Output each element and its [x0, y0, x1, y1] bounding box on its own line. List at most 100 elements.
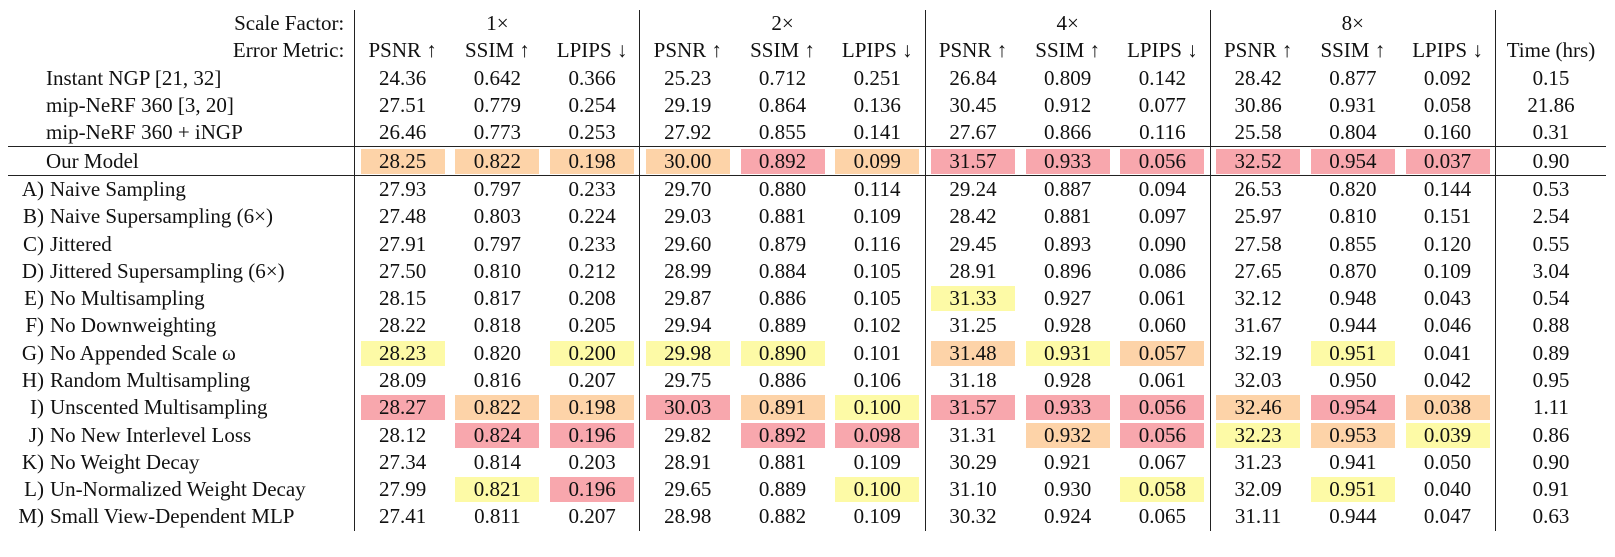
value: 26.84 — [949, 65, 997, 90]
value: 28.91 — [949, 258, 997, 283]
time-cell: 21.86 — [1494, 91, 1606, 120]
value: 0.144 — [1423, 176, 1472, 201]
metric-cell: 0.954 — [1305, 146, 1401, 176]
table-row: E) No Multisampling 28.15 0.817 0.208 29.87 0.… — [8, 284, 1606, 313]
metric-cell: 0.043 — [1400, 285, 1495, 312]
metric-cell: 0.893 — [1020, 230, 1115, 257]
value: 0.086 — [1138, 258, 1187, 283]
value: 0.212 — [568, 258, 616, 283]
metric-cell: 30.45 — [924, 91, 1021, 120]
value: 0.109 — [853, 504, 901, 529]
value: 0.077 — [1138, 93, 1187, 118]
value: 29.70 — [664, 176, 712, 201]
value: 32.09 — [1234, 477, 1282, 502]
metric-cell: 0.822 — [450, 394, 545, 421]
highlighted-value: 0.931 — [1025, 340, 1110, 366]
metric-cell: 0.820 — [450, 340, 545, 367]
highlighted-value: 32.23 — [1216, 422, 1301, 448]
time-cell: 0.63 — [1494, 503, 1606, 531]
value: 27.99 — [379, 477, 427, 502]
value: 31.10 — [949, 477, 997, 502]
highlighted-value: 0.933 — [1025, 395, 1110, 421]
highlighted-value: 0.824 — [455, 422, 540, 448]
value: 0.924 — [1044, 504, 1092, 529]
metric-cell: 0.866 — [1020, 119, 1115, 147]
value: 0.797 — [473, 176, 521, 201]
metric-cell: 27.58 — [1209, 230, 1306, 258]
value: 0.864 — [758, 93, 807, 118]
metric-cell: 0.881 — [735, 203, 830, 230]
value: 0.251 — [853, 65, 901, 90]
metric-cell: 0.254 — [545, 92, 640, 119]
metric-cell: 0.810 — [1305, 203, 1400, 230]
metric-cell: 0.886 — [735, 367, 830, 394]
row-name: No Multisampling — [50, 286, 205, 311]
metric-cell: 0.105 — [830, 258, 925, 285]
highlighted-value: 0.951 — [1310, 477, 1395, 503]
highlighted-value: 32.46 — [1216, 395, 1301, 421]
value: 0.804 — [1329, 120, 1377, 145]
metric-cell: 0.196 — [545, 476, 640, 503]
table-row: A) Naive Sampling 27.93 0.797 0.233 29.70 0.88… — [8, 175, 1606, 204]
row-label: Our Model — [8, 146, 355, 176]
metric-cell: 0.931 — [1305, 92, 1400, 119]
row-id: G) — [21, 340, 44, 365]
value: 0.928 — [1044, 313, 1092, 338]
highlighted-value: 0.822 — [455, 395, 540, 421]
metric-cell: 0.821 — [450, 476, 545, 503]
row-name: Unscented Multisampling — [50, 395, 268, 420]
value: 0.207 — [568, 504, 616, 529]
metric-cell: 0.109 — [1400, 258, 1495, 285]
metric-cell: 29.45 — [924, 230, 1021, 258]
row-id: M) — [18, 504, 44, 529]
value: 0.931 — [1329, 93, 1377, 118]
metric-cell: 0.951 — [1305, 340, 1400, 367]
time-cell: 1.11 — [1494, 394, 1606, 422]
value: 0.814 — [473, 449, 521, 474]
metric-header: PSNR ↑ — [354, 37, 450, 65]
value: 0.712 — [758, 65, 807, 90]
metric-cell: 27.41 — [354, 503, 450, 531]
value: 25.23 — [664, 65, 712, 90]
metric-cell: 27.91 — [354, 230, 450, 258]
metric-cell: 0.196 — [545, 421, 640, 448]
value: 29.24 — [949, 176, 997, 201]
value: 32.12 — [1234, 286, 1282, 311]
metric-header: LPIPS ↓ — [1412, 38, 1483, 63]
scale-header-2x: 2× — [639, 10, 926, 38]
metric-cell: 0.924 — [1020, 503, 1115, 530]
metric-cell: 0.809 — [1020, 65, 1115, 92]
metric-cell: 0.142 — [1115, 65, 1210, 92]
time-cell: 0.53 — [1494, 175, 1606, 204]
value: 25.97 — [1234, 204, 1282, 229]
metric-cell: 0.144 — [1400, 175, 1495, 203]
value: 0.097 — [1138, 204, 1187, 229]
value: 0.060 — [1138, 313, 1187, 338]
highlighted-value: 0.057 — [1120, 340, 1205, 366]
value: 28.22 — [379, 313, 427, 338]
row-name: No Weight Decay — [50, 449, 200, 474]
metric-cell: 28.22 — [354, 312, 450, 340]
metric-cell: 0.803 — [450, 203, 545, 230]
highlighted-value: 30.03 — [645, 395, 730, 421]
metric-cell: 29.82 — [639, 421, 736, 449]
metric-cell: 0.818 — [450, 312, 545, 339]
value: 0.109 — [853, 204, 901, 229]
time-cell: 0.90 — [1494, 448, 1606, 477]
metric-header: SSIM ↑ — [750, 38, 815, 63]
metric-cell: 0.824 — [450, 421, 545, 448]
value: 27.93 — [379, 176, 427, 201]
value: 0.116 — [853, 231, 901, 256]
metric-cell: 0.950 — [1305, 367, 1400, 394]
metric-cell: 0.881 — [735, 449, 830, 476]
metric-cell: 0.948 — [1305, 285, 1400, 312]
metric-cell: 28.15 — [354, 284, 450, 313]
value: 0.811 — [474, 504, 521, 529]
highlighted-value: 0.954 — [1310, 148, 1395, 174]
metric-cell: 0.212 — [545, 258, 640, 285]
metric-cell: 25.23 — [639, 64, 736, 92]
metric-cell: 31.23 — [1209, 448, 1306, 477]
value: 0.773 — [473, 120, 521, 145]
value: 0.043 — [1423, 286, 1472, 311]
table-row: M) Small View-Dependent MLP 27.41 0.811 0.20… — [8, 503, 1606, 531]
